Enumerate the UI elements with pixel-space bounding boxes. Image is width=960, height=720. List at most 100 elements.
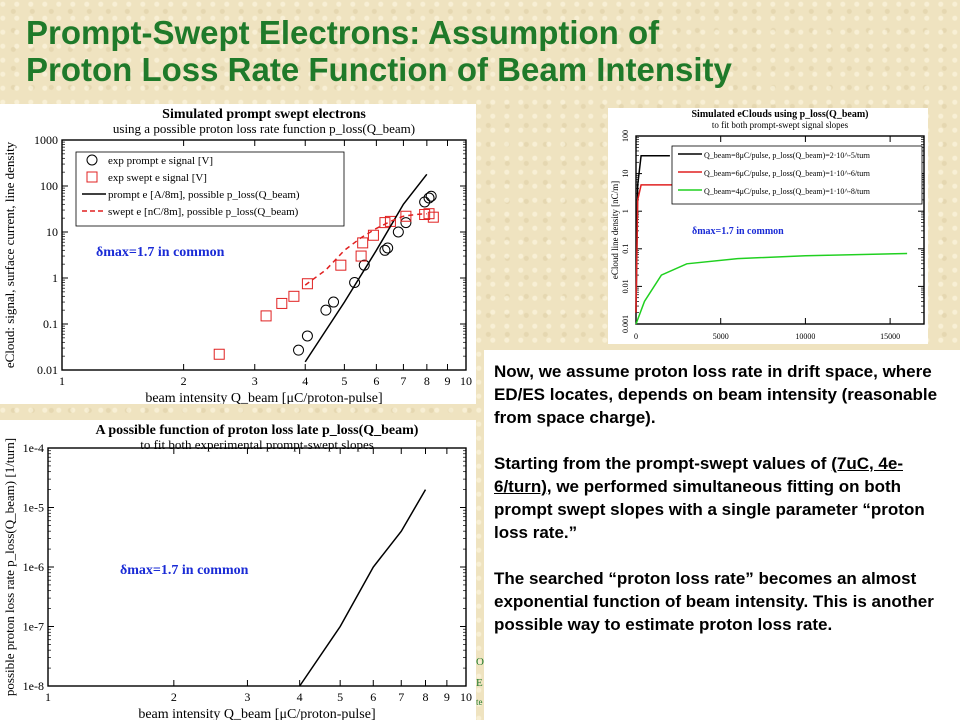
legend-symbol (86, 171, 98, 183)
paragraph-2: Starting from the prompt-swept values of… (494, 452, 950, 544)
series-line (299, 489, 427, 687)
data-point-circle (320, 304, 332, 316)
chart-title: Simulated eClouds using p_loss(Q_beam) (692, 109, 869, 120)
data-point-square (357, 237, 369, 249)
edge-fragment-3: te (476, 697, 483, 707)
x-tick-label: 3 (244, 690, 250, 704)
y-tick-label: 0.1 (43, 317, 58, 331)
data-point-square (260, 310, 272, 322)
y-tick-label: 1e-8 (23, 679, 44, 693)
series-line (635, 252, 908, 325)
legend-label: swept e [nC/8m], possible p_loss(Q_beam) (108, 206, 299, 218)
data-point-circle (400, 217, 412, 229)
data-point-square (301, 278, 313, 290)
x-tick-label: 1 (45, 690, 51, 704)
data-point-circle (349, 276, 361, 288)
series-line (304, 212, 427, 286)
annotation-label: δmax=1.7 in common (96, 245, 225, 260)
ecloud-time-chart: 0 5000 10000 15000 0.001 0.01 0.1 1 10 100 Simulat… (610, 109, 925, 341)
data-point-circle (423, 192, 435, 204)
legend-label: exp prompt e signal [V] (108, 155, 213, 167)
annotation-label: δmax=1.7 in common (120, 563, 249, 578)
legend-label: Q_beam=4μC/pulse, p_loss(Q_beam)=1·10^-8… (704, 187, 870, 196)
legend-symbol (86, 154, 98, 166)
x-tick-label: 2 (171, 690, 177, 704)
data-point-square (355, 250, 367, 262)
data-point-square (367, 229, 379, 241)
title-line-1: Prompt-Swept Electrons: Assumption of (26, 14, 660, 51)
y-tick-label: 10 (46, 225, 58, 239)
legend-box (671, 145, 923, 205)
data-point-square (335, 259, 347, 271)
y-tick-label: 1 (621, 209, 630, 213)
plot-frame (61, 139, 467, 371)
x-tick-label: 10 (460, 690, 472, 704)
edge-fragment-1: O (476, 656, 484, 668)
paragraph-1: Now, we assume proton loss rate in drift… (494, 362, 938, 427)
paragraph-2-underlined: (7uC, 4e-6/turn) (494, 454, 903, 496)
x-tick-label: 2 (181, 374, 187, 388)
y-tick-label: 1e-6 (23, 560, 44, 574)
data-point-circle (382, 242, 394, 254)
x-tick-label: 0 (634, 332, 638, 341)
data-point-circle (392, 226, 404, 238)
x-tick-label: 3 (252, 374, 258, 388)
paragraph-3: The searched “proton loss rate” becomes … (494, 569, 934, 634)
plot-frame (47, 447, 467, 687)
x-tick-label: 10000 (795, 332, 815, 341)
legend-label: Q_beam=8μC/pulse, p_loss(Q_beam)=2·10^-5… (704, 151, 870, 160)
y-tick-label: 0.1 (621, 244, 630, 254)
data-point-square (427, 211, 439, 223)
data-point-square (276, 297, 288, 309)
data-point-square (400, 210, 412, 222)
chart-title: Simulated prompt swept electrons (162, 107, 366, 122)
y-tick-label: 1 (52, 271, 58, 285)
chart-subtitle: using a possible proton loss rate functi… (113, 121, 415, 136)
y-tick-label: 100 (40, 179, 58, 193)
legend-label: Q_beam=6μC/pulse, p_loss(Q_beam)=1·10^-6… (704, 169, 870, 178)
x-tick-label: 7 (400, 374, 406, 388)
annotation-label: δmax=1.7 in common (692, 226, 784, 237)
title-line-2: Proton Loss Rate Function of Beam Intens… (26, 51, 732, 88)
x-axis-label: beam intensity Q_beam [μC/proton-pulse] (138, 707, 375, 720)
prompt-swept-chart: 1 2 3 4 5 6 7 8 9 10 0.01 0.1 1 10 100 1000 Simulated pr… (2, 107, 472, 404)
series-line (304, 173, 428, 363)
x-tick-label: 15000 (880, 332, 900, 341)
y-tick-label: 0.001 (621, 315, 630, 333)
data-point-circle (419, 196, 431, 208)
y-tick-label: 1e-5 (23, 501, 44, 515)
data-point-square (213, 348, 225, 360)
y-tick-label: 0.01 (621, 279, 630, 293)
paragraph-2-before: Starting from the prompt-swept values of (494, 454, 832, 473)
edge-fragment-2: E (476, 677, 483, 689)
y-tick-label: 1e-7 (23, 620, 44, 634)
proton-loss-chart: 1 2 3 4 5 6 7 8 9 10 1e-8 1e-7 1e-6 1e-5 1e-4 A possibl… (2, 423, 472, 720)
legend-box (75, 151, 345, 227)
y-axis-label: eCloud line density [nC/m] (610, 181, 620, 279)
y-axis-label: eCloud: signal, surface current, line de… (2, 141, 17, 368)
x-tick-label: 9 (445, 374, 451, 388)
x-tick-label: 4 (302, 374, 308, 388)
data-point-square (423, 208, 435, 220)
ecloud-time-chart-panel: 0 5000 10000 15000 0.001 0.01 0.1 1 10 100 Simulat… (608, 108, 928, 344)
data-point-circle (293, 344, 305, 356)
x-tick-label: 9 (444, 690, 450, 704)
data-point-circle (379, 244, 391, 256)
x-tick-label: 5 (337, 690, 343, 704)
prompt-swept-chart-panel: 1 2 3 4 5 6 7 8 9 10 0.01 0.1 1 10 100 1000 Simulated pr… (0, 104, 476, 404)
x-tick-label: 8 (424, 374, 430, 388)
paragraph-2-after: , we performed simultaneous fitting on b… (494, 477, 925, 542)
data-point-circle (328, 296, 340, 308)
x-tick-label: 6 (373, 374, 379, 388)
legend-label: prompt e [A/8m], possible p_loss(Q_beam) (108, 189, 300, 201)
chart-subtitle: to fit both experimental prompt-swept sl… (140, 437, 374, 452)
chart-title: A possible function of proton loss late … (96, 423, 419, 438)
y-tick-label: 0.01 (37, 363, 58, 377)
chart-subtitle: to fit both prompt-swept signal slopes (712, 120, 849, 130)
slide-title: Prompt-Swept Electrons: Assumption of Pr… (26, 14, 946, 88)
data-point-square (288, 290, 300, 302)
data-point-circle (301, 330, 313, 342)
x-tick-label: 5000 (713, 332, 729, 341)
x-tick-label: 1 (59, 374, 65, 388)
y-axis-label: possible proton loss rate p_loss(Q_beam)… (2, 438, 17, 696)
